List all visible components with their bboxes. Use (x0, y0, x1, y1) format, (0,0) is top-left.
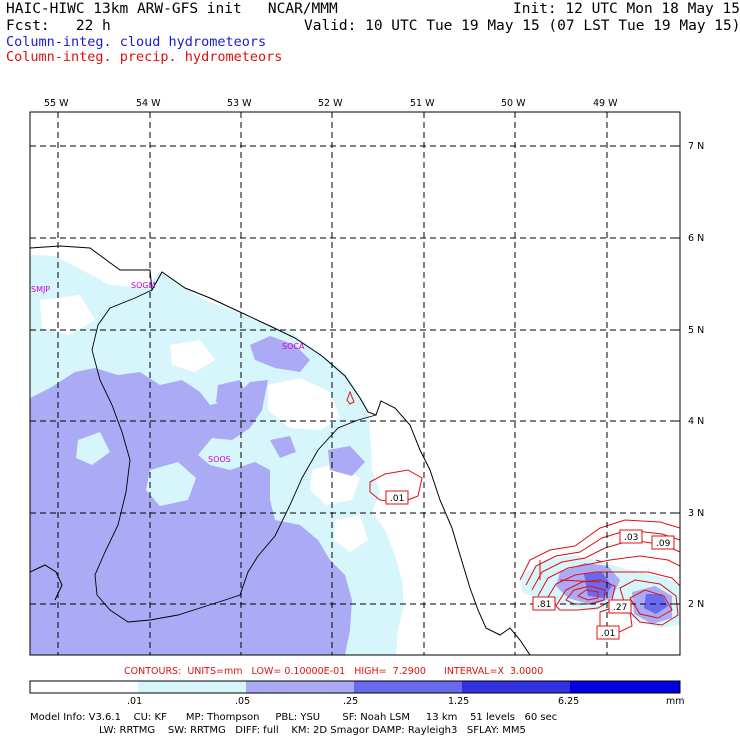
lat-label: 2 N (688, 599, 704, 610)
contours-info: CONTOURS: UNITS=mm LOW= 0.10000E-01 HIGH… (124, 666, 544, 677)
lon-label: 50 W (501, 98, 526, 109)
colorbar-bin (30, 681, 138, 693)
cloud-patch (328, 446, 365, 476)
valid-time: Valid: 10 UTC Tue 19 May 15 (07 LST Tue … (304, 18, 740, 34)
contour-label: .27 (613, 603, 627, 613)
lat-label: 7 N (688, 141, 704, 152)
colorbar-bin (570, 681, 680, 693)
map-fields (30, 112, 680, 655)
cloud-hole (76, 432, 110, 465)
country-border (91, 289, 377, 623)
init-time: Init: 12 UTC Mon 18 May 15 (513, 1, 740, 17)
station-smjp: SMJP (31, 285, 50, 294)
cloud-hole (146, 462, 196, 506)
colorbar-tick: 6.25 (558, 696, 579, 707)
colorbar-tick: 1.25 (448, 696, 469, 707)
longitude-labels: 55 W 54 W 53 W 52 W 51 W 50 W 49 W (44, 98, 618, 109)
model-info-line2: LW: RRTMG SW: RRTMG DIFF: full KM: 2D Sm… (99, 725, 526, 736)
lon-label: 49 W (593, 98, 618, 109)
field-precip-label: Column-integ. precip. hydrometeors (6, 49, 283, 65)
lon-label: 55 W (44, 98, 69, 109)
lon-label: 54 W (136, 98, 161, 109)
cloud-patch (250, 336, 310, 372)
contour-label: .09 (656, 539, 671, 549)
lat-label: 3 N (688, 508, 704, 519)
colorbar-bin (462, 681, 570, 693)
colorbar-tick: .05 (235, 696, 250, 707)
lat-label: 6 N (688, 233, 704, 244)
colorbar-ticks: .01 .05 .25 1.25 6.25 mm (127, 696, 685, 707)
cloud-gap (334, 515, 368, 552)
contour-label: .01 (390, 494, 404, 504)
lon-label: 53 W (227, 98, 252, 109)
cloud-gap (40, 295, 95, 335)
colorbar-tick: .01 (127, 696, 142, 707)
contour-label: .81 (537, 600, 551, 610)
latitude-labels: 7 N 6 N 5 N 4 N 3 N 2 N (688, 141, 704, 610)
colorbar-bin (246, 681, 354, 693)
lon-label: 51 W (410, 98, 435, 109)
lon-label: 52 W (318, 98, 343, 109)
model-title: HAIC-HIWC 13km ARW-GFS init NCAR/MMM (6, 1, 338, 17)
colorbar-tick: .25 (343, 696, 358, 707)
model-info-line1: Model Info: V3.6.1 CU: KF MP: Thompson P… (30, 712, 558, 723)
coastline (30, 245, 531, 655)
station-soos: SOOS (208, 455, 231, 464)
graticule (30, 112, 680, 655)
colorbar-bin (138, 681, 246, 693)
cloud-gap (170, 340, 215, 372)
frame-ticks (57, 112, 680, 605)
cloud-gap (268, 378, 340, 430)
colorbar-bin (354, 681, 462, 693)
contour-labels: .01 .03 .09 .81 .27 .01 (385, 490, 675, 640)
lat-label: 4 N (688, 416, 704, 427)
station-soca: SOCA (282, 342, 305, 351)
cloud-patch (216, 380, 248, 410)
cloud-shading-mid (30, 368, 352, 655)
map-frame (29, 111, 681, 656)
forecast-hour: Fcst: 22 h (6, 18, 111, 34)
station-sogm: SOGM (131, 281, 156, 290)
station-labels: SMJP SOGM SOCA SOOS (31, 281, 305, 464)
contour-label: .03 (624, 533, 638, 543)
field-cloud-label: Column-integ. cloud hydrometeors (6, 34, 267, 50)
cloud-patch (270, 436, 296, 458)
lat-label: 5 N (688, 325, 704, 336)
colorbar-unit: mm (666, 696, 685, 707)
contour-label: .01 (601, 629, 615, 639)
colorbar (29, 680, 681, 694)
